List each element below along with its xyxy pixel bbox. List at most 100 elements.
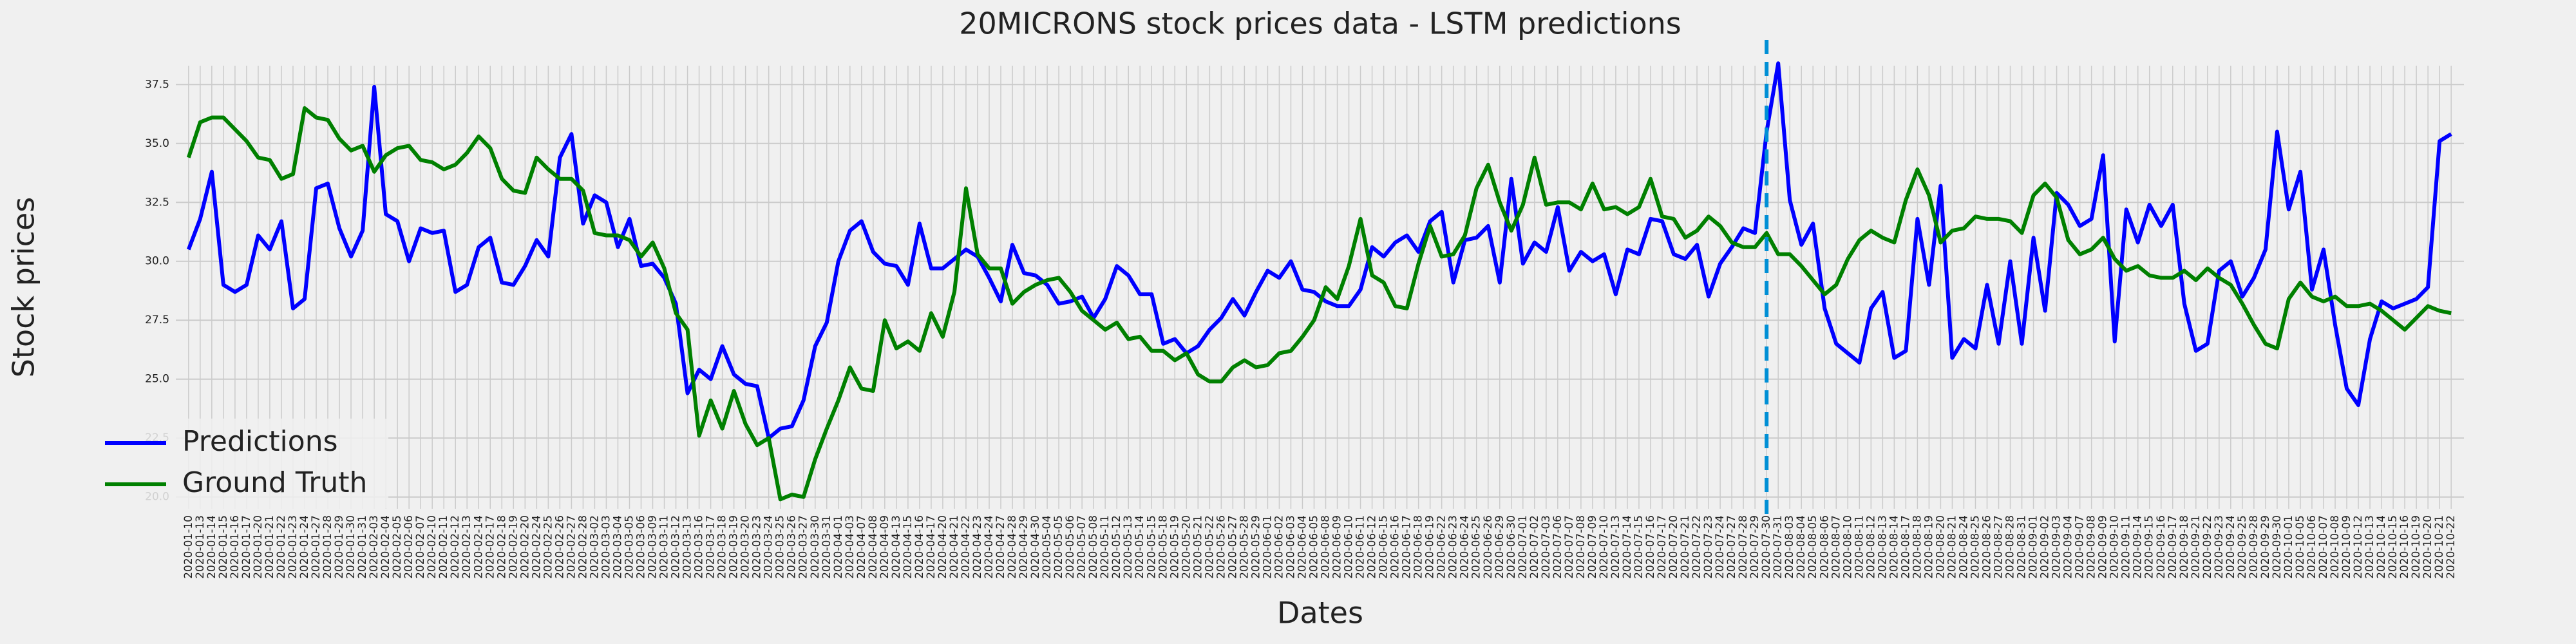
x-tick-label: 2020-07-01 (1517, 515, 1530, 579)
x-tick-label: 2020-09-04 (2062, 515, 2075, 579)
x-tick-label: 2020-01-13 (194, 515, 207, 579)
x-tick-label: 2020-08-18 (1911, 515, 1924, 579)
x-tick-label: 2020-04-09 (878, 515, 891, 579)
x-tick-label: 2020-04-22 (960, 515, 972, 579)
y-tick-label: 32.5 (145, 196, 169, 209)
x-tick-label: 2020-03-18 (716, 515, 729, 579)
x-tick-label: 2020-09-28 (2248, 515, 2260, 579)
x-tick-label: 2020-06-25 (1470, 515, 1483, 579)
x-tick-label: 2020-03-25 (774, 515, 787, 579)
x-tick-label: 2020-06-24 (1459, 515, 1472, 579)
x-tick-label: 2020-09-30 (2271, 515, 2284, 579)
x-tick-label: 2020-09-03 (2050, 515, 2063, 579)
x-tick-label: 2020-02-11 (437, 515, 450, 579)
x-tick-label: 2020-06-19 (1424, 515, 1437, 579)
x-tick-label: 2020-03-04 (611, 515, 624, 579)
x-tick-label: 2020-10-07 (2317, 515, 2330, 579)
x-tick-label: 2020-02-12 (449, 515, 462, 579)
x-tick-label: 2020-10-08 (2329, 515, 2342, 579)
x-tick-label: 2020-05-04 (1041, 515, 1054, 579)
x-tick-label: 2020-10-14 (2375, 515, 2388, 579)
x-tick-label: 2020-07-02 (1528, 515, 1541, 579)
chart-title: 20MICRONS stock prices data - LSTM predi… (959, 6, 1681, 41)
x-tick-label: 2020-06-17 (1401, 515, 1414, 579)
x-tick-label: 2020-04-29 (1018, 515, 1030, 579)
x-tick-label: 2020-08-24 (1957, 515, 1970, 579)
x-tick-label: 2020-06-26 (1482, 515, 1495, 579)
x-tick-label: 2020-10-13 (2363, 515, 2376, 579)
y-axis-label: Stock prices (6, 197, 41, 377)
x-tick-label: 2020-06-02 (1273, 515, 1285, 579)
x-tick-label: 2020-08-05 (1806, 515, 1819, 579)
x-tick-label: 2020-07-24 (1714, 515, 1727, 579)
x-tick-label: 2020-03-23 (751, 515, 764, 579)
x-tick-label: 2020-09-16 (2155, 515, 2168, 579)
x-tick-label: 2020-03-31 (820, 515, 833, 579)
x-tick-label: 2020-06-30 (1505, 515, 1518, 579)
x-tick-label: 2020-01-15 (217, 515, 230, 579)
x-tick-label: 2020-08-07 (1830, 515, 1842, 579)
data-line (186, 61, 2452, 440)
x-tick-label: 2020-08-13 (1876, 515, 1889, 579)
x-tick-label: 2020-09-07 (2074, 515, 2087, 579)
x-tick-label: 2020-10-15 (2387, 515, 2400, 579)
x-tick-label: 2020-06-04 (1296, 515, 1309, 579)
x-tick-label: 2020-02-06 (402, 515, 415, 579)
x-tick-label: 2020-03-26 (786, 515, 799, 579)
x-tick-label: 2020-01-30 (345, 515, 357, 579)
x-tick-label: 2020-07-13 (1609, 515, 1622, 579)
x-tick-label: 2020-05-12 (1110, 515, 1123, 579)
x-tick-label: 2020-03-05 (623, 515, 636, 579)
x-tick-label: 2020-05-27 (1226, 515, 1239, 579)
x-tick-label: 2020-01-20 (252, 515, 265, 579)
x-tick-label: 2020-07-27 (1725, 515, 1738, 579)
y-tick-label: 30.0 (145, 255, 169, 268)
x-tick-label: 2020-05-20 (1180, 515, 1193, 579)
x-tick-label: 2020-09-23 (2213, 515, 2226, 579)
x-tick-label: 2020-08-19 (1922, 515, 1935, 579)
x-tick-label: 2020-04-03 (844, 515, 857, 579)
x-tick-label: 2020-07-23 (1702, 515, 1715, 579)
x-tick-label: 2020-05-28 (1238, 515, 1251, 579)
x-tick-label: 2020-09-01 (2027, 515, 2040, 579)
x-tick-label: 2020-05-18 (1157, 515, 1170, 579)
x-tick-label: 2020-09-15 (2143, 515, 2156, 579)
x-tick-label: 2020-04-15 (902, 515, 914, 579)
x-tick-label: 2020-01-16 (229, 515, 242, 579)
x-tick-label: 2020-04-27 (994, 515, 1007, 579)
x-tick-label: 2020-04-30 (1029, 515, 1042, 579)
x-tick-label: 2020-05-19 (1168, 515, 1181, 579)
x-tick-label: 2020-06-11 (1354, 515, 1367, 579)
x-tick-label: 2020-04-07 (855, 515, 868, 579)
x-tick-label: 2020-02-27 (565, 515, 578, 579)
x-tick-label: 2020-07-17 (1656, 515, 1669, 579)
x-tick-label: 2020-02-10 (426, 515, 439, 579)
data-line (186, 106, 2452, 502)
x-tick-label: 2020-05-22 (1203, 515, 1216, 579)
y-tick-label: 35.0 (145, 137, 169, 150)
x-tick-label: 2020-05-06 (1064, 515, 1077, 579)
x-tick-label: 2020-01-31 (356, 515, 369, 579)
x-tick-label: 2020-06-08 (1320, 515, 1332, 579)
x-tick-label: 2020-09-18 (2178, 515, 2191, 579)
x-tick-label: 2020-09-11 (2120, 515, 2133, 579)
x-tick-label: 2020-07-07 (1563, 515, 1576, 579)
x-tick-label: 2020-01-29 (333, 515, 346, 579)
x-tick-label: 2020-07-20 (1667, 515, 1680, 579)
x-tick-label: 2020-09-22 (2201, 515, 2214, 579)
x-tick-label: 2020-08-25 (1969, 515, 1982, 579)
y-tick-label: 27.5 (145, 314, 169, 327)
x-tick-label: 2020-10-12 (2352, 515, 2365, 579)
x-tick-label: 2020-03-20 (739, 515, 752, 579)
x-tick-label: 2020-08-10 (1841, 515, 1854, 579)
x-tick-label: 2020-03-06 (634, 515, 647, 579)
x-tick-label: 2020-02-04 (379, 515, 392, 579)
x-tick-label: 2020-07-03 (1540, 515, 1553, 579)
x-tick-label: 2020-09-02 (2039, 515, 2052, 579)
x-tick-label: 2020-01-17 (240, 515, 253, 579)
x-tick-label: 2020-10-21 (2433, 515, 2446, 579)
x-tick-label: 2020-07-31 (1772, 515, 1785, 579)
x-tick-label: 2020-02-24 (530, 515, 543, 579)
